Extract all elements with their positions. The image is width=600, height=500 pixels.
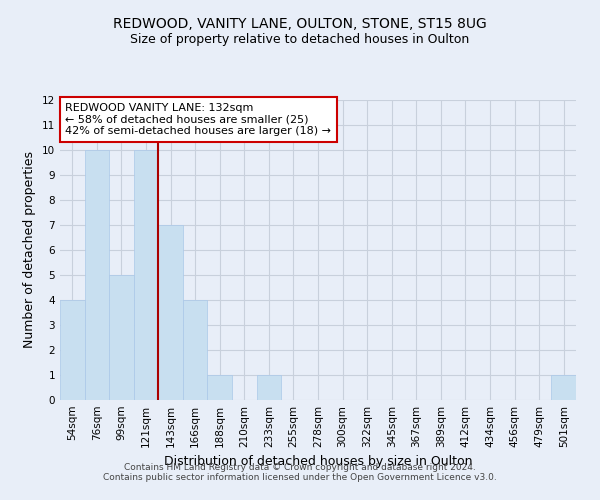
Bar — [134, 150, 158, 400]
Bar — [208, 375, 232, 400]
Text: Contains HM Land Registry data © Crown copyright and database right 2024.: Contains HM Land Registry data © Crown c… — [124, 462, 476, 471]
Bar — [183, 300, 208, 400]
Y-axis label: Number of detached properties: Number of detached properties — [23, 152, 37, 348]
X-axis label: Distribution of detached houses by size in Oulton: Distribution of detached houses by size … — [164, 456, 472, 468]
Text: Size of property relative to detached houses in Oulton: Size of property relative to detached ho… — [130, 32, 470, 46]
Bar — [85, 150, 109, 400]
Bar — [551, 375, 576, 400]
Bar — [60, 300, 85, 400]
Bar — [158, 225, 183, 400]
Text: Contains public sector information licensed under the Open Government Licence v3: Contains public sector information licen… — [103, 472, 497, 482]
Bar — [109, 275, 134, 400]
Text: REDWOOD VANITY LANE: 132sqm
← 58% of detached houses are smaller (25)
42% of sem: REDWOOD VANITY LANE: 132sqm ← 58% of det… — [65, 103, 331, 136]
Bar — [257, 375, 281, 400]
Text: REDWOOD, VANITY LANE, OULTON, STONE, ST15 8UG: REDWOOD, VANITY LANE, OULTON, STONE, ST1… — [113, 18, 487, 32]
